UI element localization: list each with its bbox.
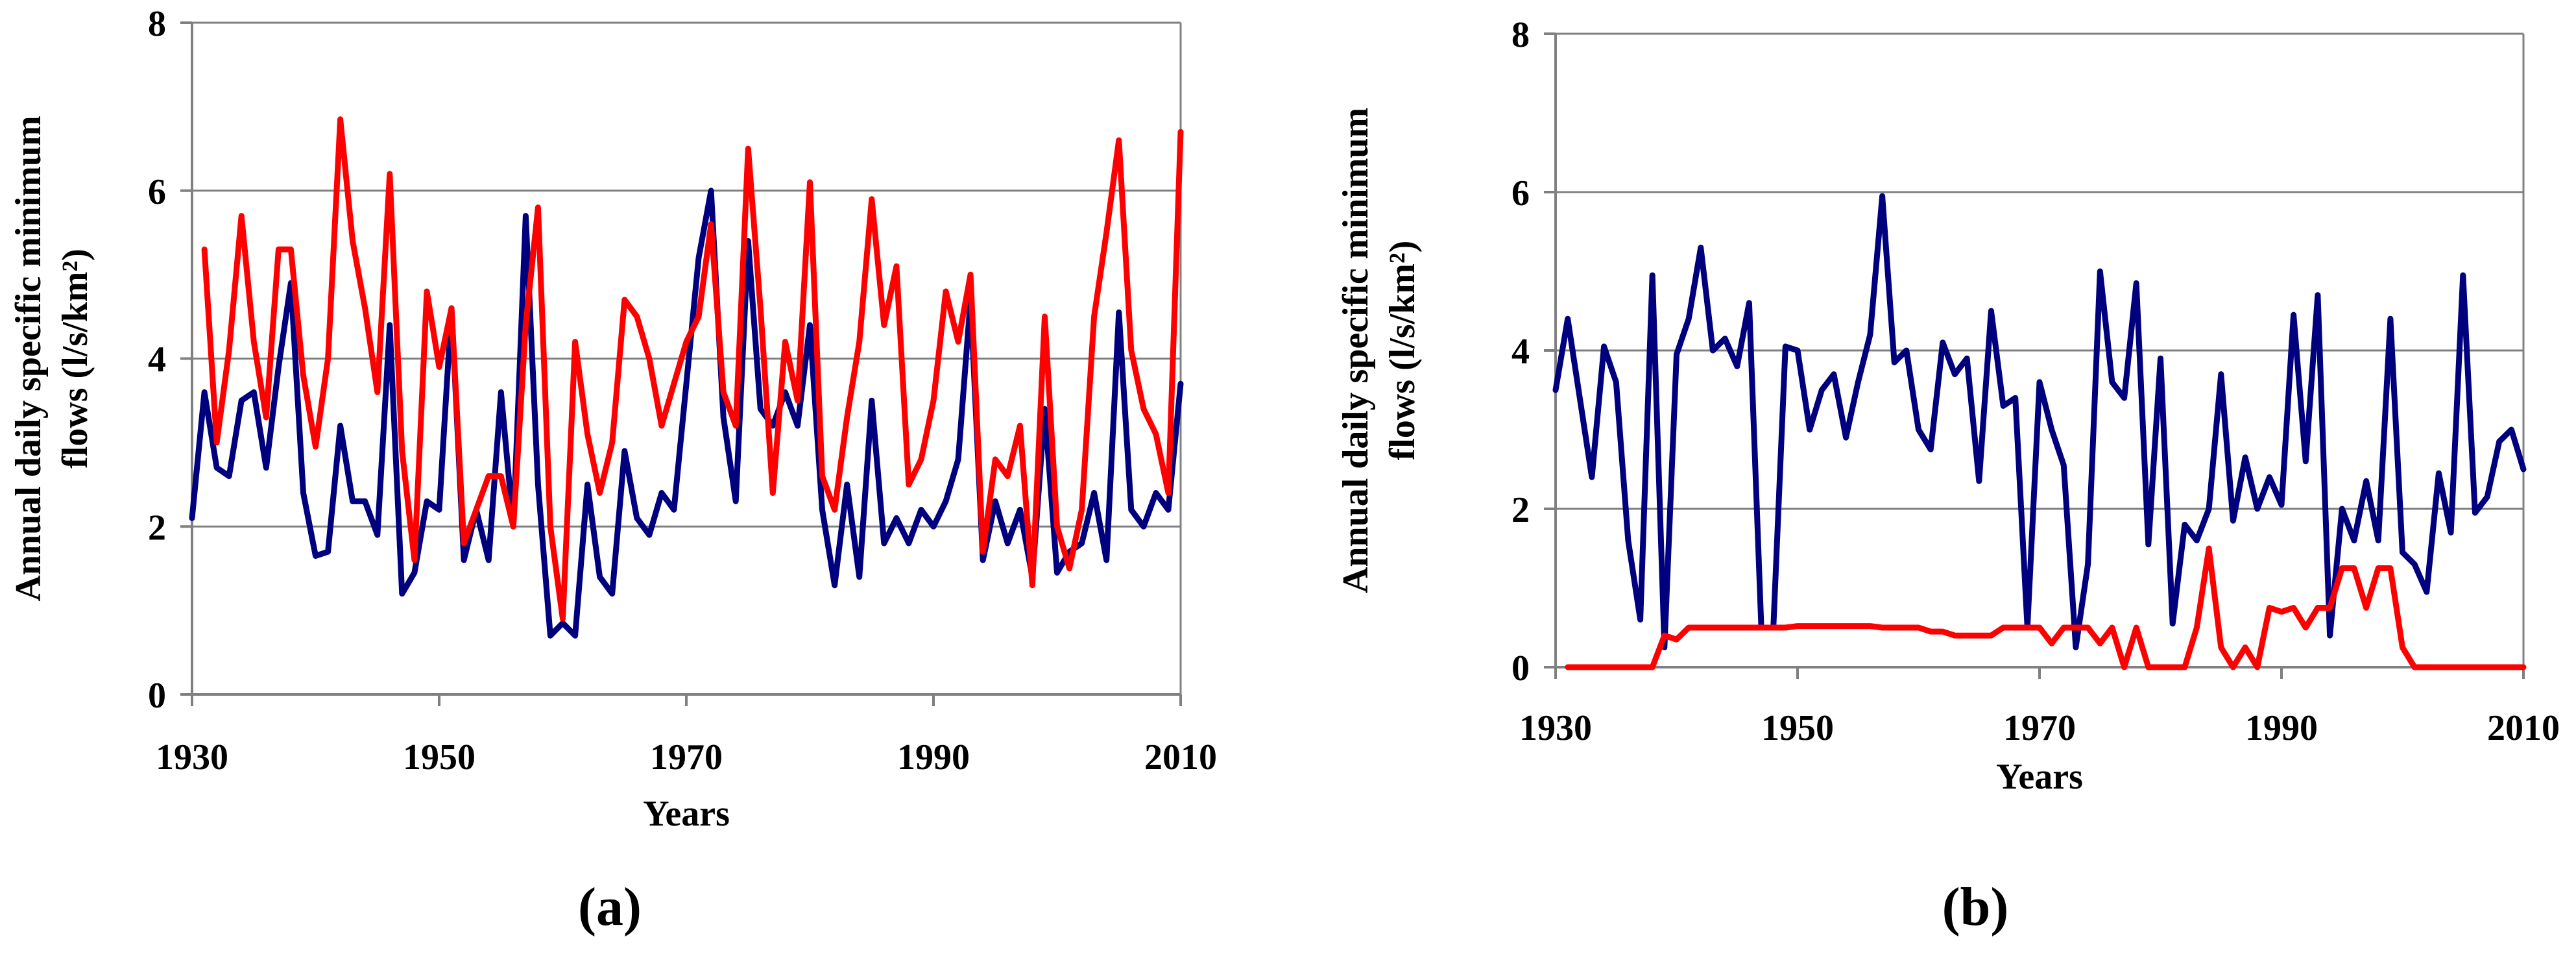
- x-tick-label-a-1990: 1990: [897, 737, 970, 778]
- y-axis-title-line1-b: Annual daily specific minimum: [1336, 108, 1376, 593]
- x-tick-label-a-1970: 1970: [650, 737, 723, 778]
- y-tick-label-b-6: 6: [1511, 173, 1530, 214]
- x-tick-label-b-1930: 1930: [1519, 708, 1592, 748]
- panel-label-b: (b): [1942, 877, 2009, 937]
- x-tick-label-a-1950: 1950: [403, 737, 475, 778]
- x-tick-label-b-1950: 1950: [1761, 708, 1834, 748]
- y-tick-label-b-8: 8: [1511, 15, 1530, 55]
- y-tick-label-b-4: 4: [1511, 332, 1530, 372]
- series-line-blue-a: [189, 188, 1184, 639]
- y-tick-label-a-8: 8: [148, 4, 166, 44]
- x-axis-title-a: Years: [643, 794, 730, 834]
- y-tick-label-a-6: 6: [148, 172, 166, 212]
- y-axis-title-line2-a: flows (l/s/km²): [55, 249, 95, 469]
- series-line-blue-b: [1552, 193, 2527, 650]
- x-tick-label-a-1930: 1930: [156, 737, 228, 778]
- chart-b: 0 2 4 6 8 1930 1950 1970 1990 2010 Years Annual dai…: [1336, 15, 2560, 937]
- y-tick-label-a-0: 0: [148, 676, 166, 716]
- y-tick-label-b-2: 2: [1511, 490, 1530, 530]
- x-tick-label-a-2010: 2010: [1144, 737, 1217, 778]
- y-tick-label-b-0: 0: [1511, 648, 1530, 689]
- x-tick-label-b-1990: 1990: [2245, 708, 2318, 748]
- y-tick-label-a-2: 2: [148, 508, 166, 548]
- y-axis-title-line1-a: Annual daily specific minimum: [8, 116, 49, 601]
- y-axis-title-line2-b: flows (l/s/km²): [1382, 241, 1423, 461]
- chart-a: 0 2 4 6 8 1930 1950 1970 1990 2010 Years Annual dai…: [8, 4, 1217, 937]
- x-tick-label-b-1970: 1970: [2003, 708, 2076, 748]
- panel-label-a: (a): [578, 877, 642, 937]
- y-tick-label-a-4: 4: [148, 340, 166, 380]
- x-axis-title-b: Years: [1996, 757, 2083, 797]
- x-tick-label-b-2010: 2010: [2487, 708, 2560, 748]
- series-line-red-a: [201, 116, 1184, 622]
- series-line-red-b: [1565, 545, 2527, 670]
